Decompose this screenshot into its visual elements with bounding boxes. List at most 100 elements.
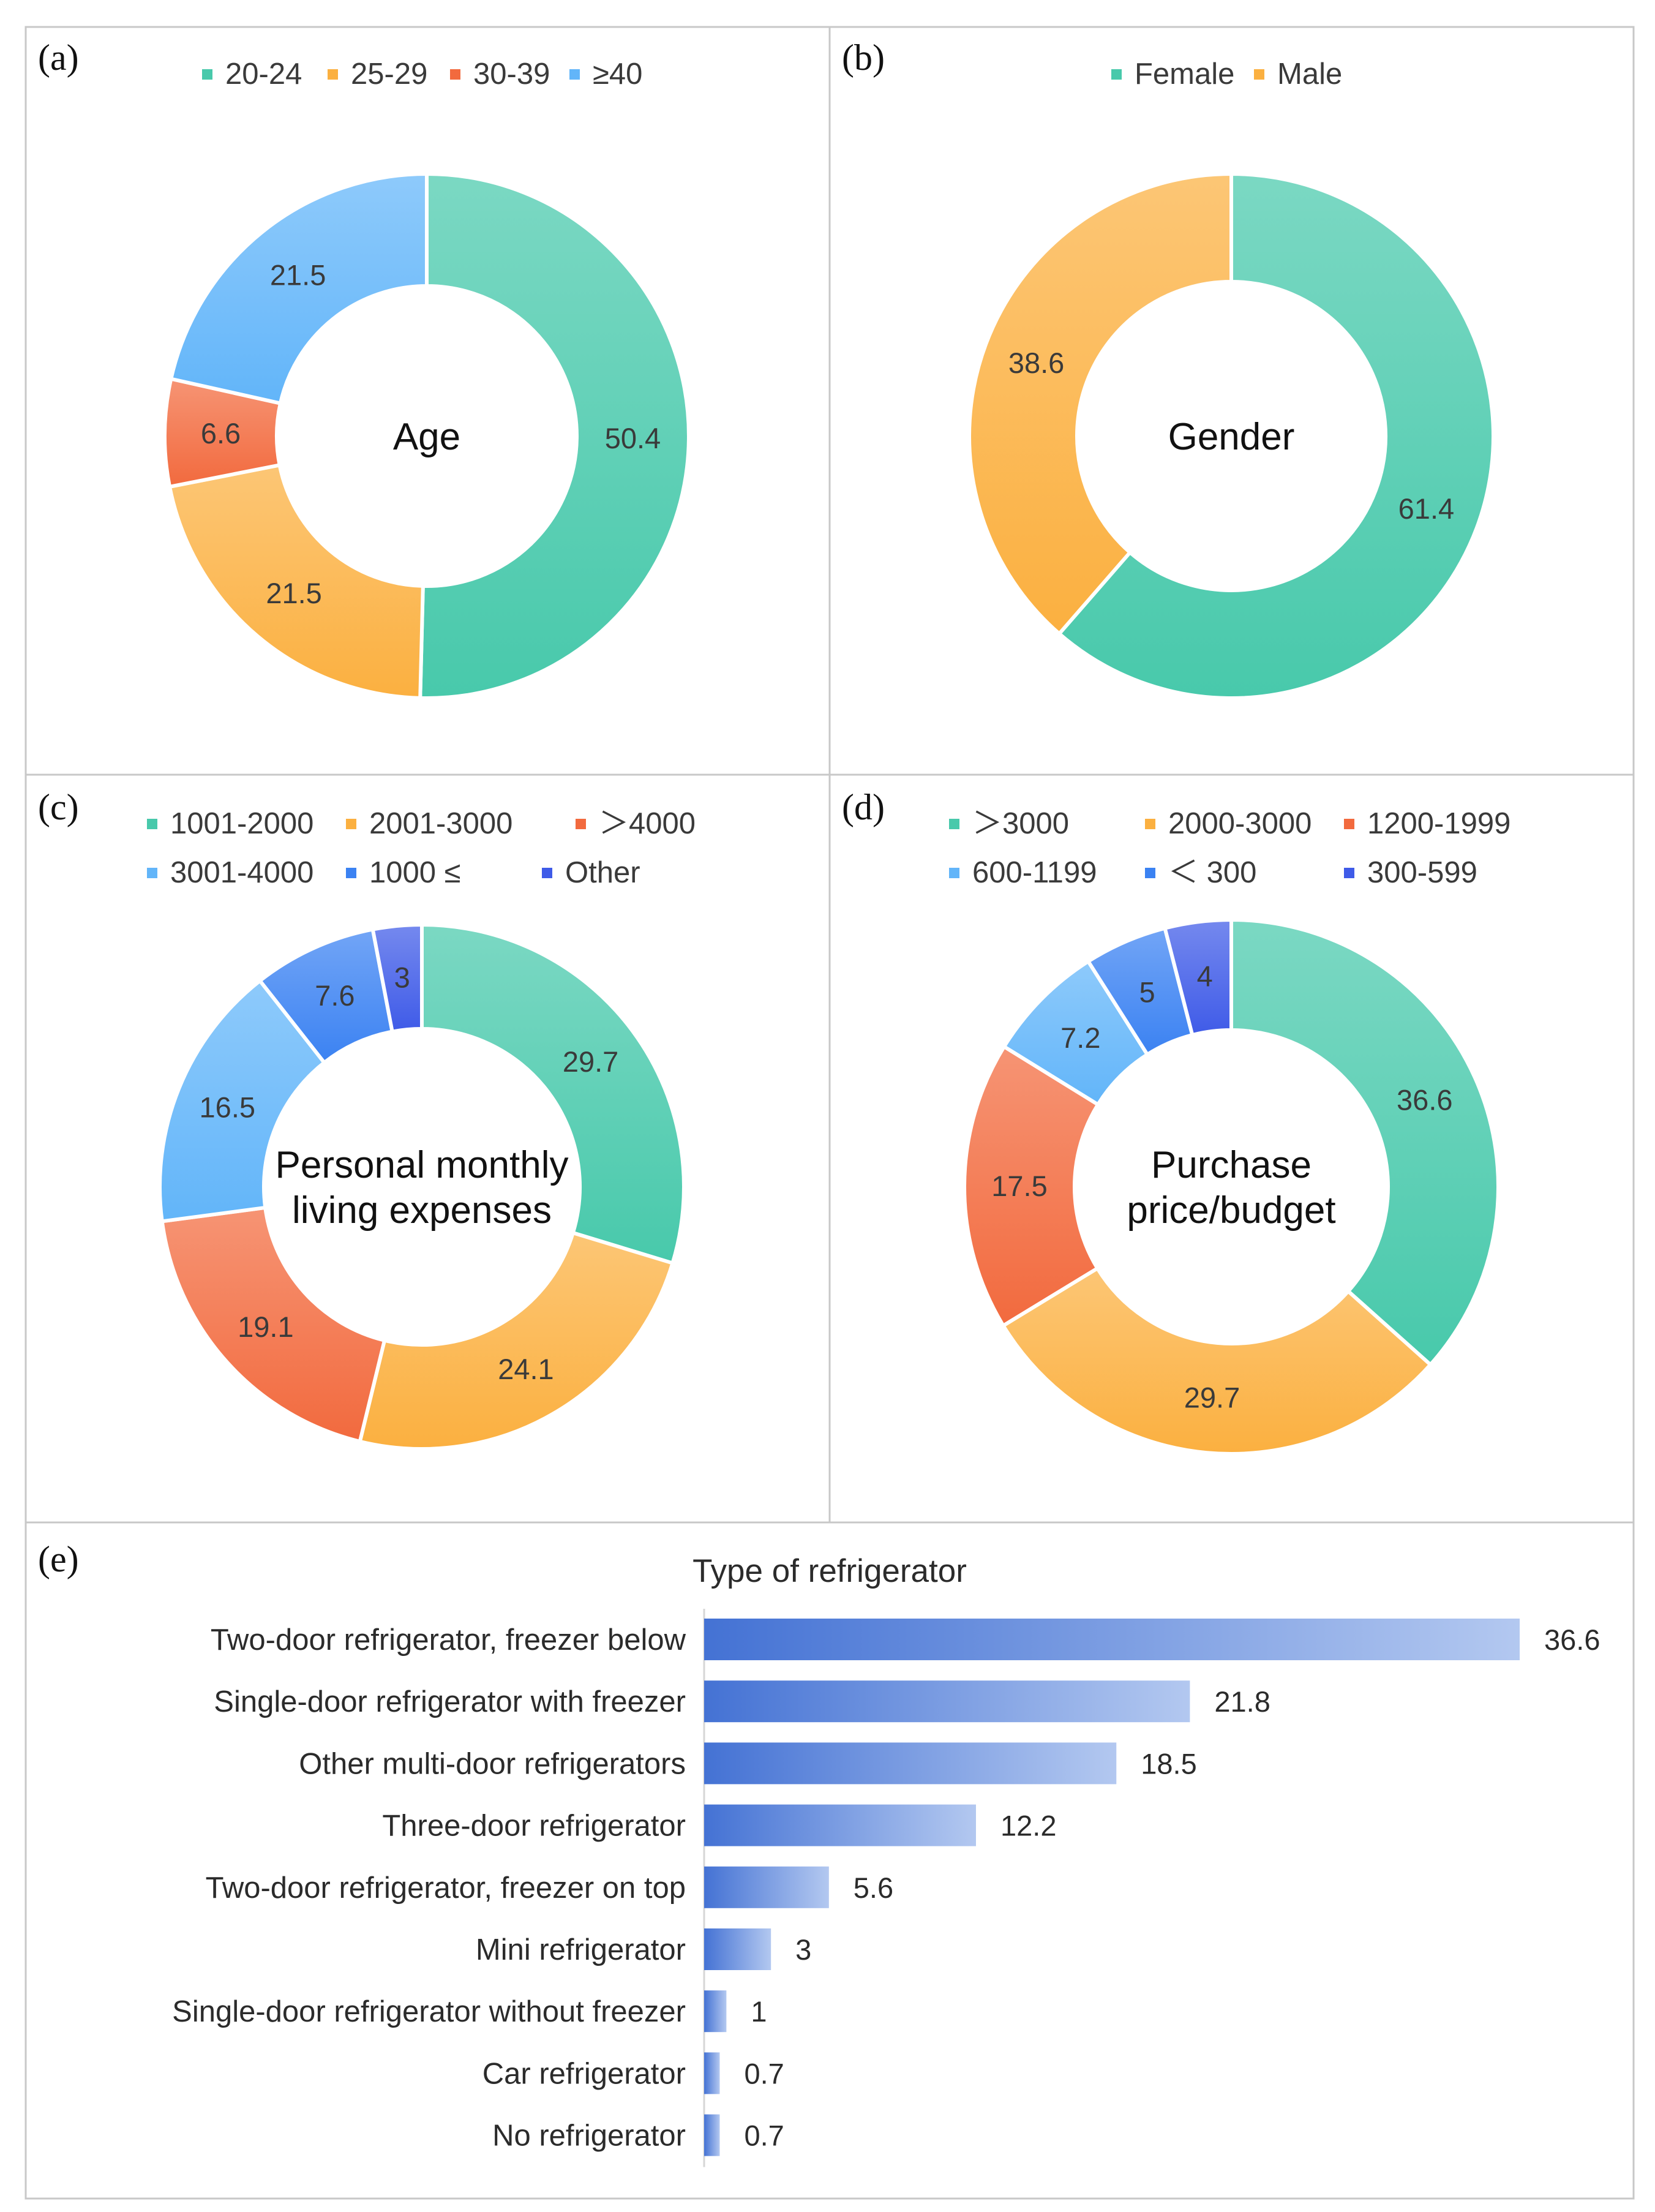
legend-item-personal-monthly-living-expenses-5: 1000 ≤ [346, 856, 461, 889]
slice-value-label: 17.5 [991, 1170, 1047, 1202]
donut-slice-personal-monthly-living-expenses-6 [370, 923, 424, 1034]
legend-item-purchase-price-budget-6: 300-599 [1344, 856, 1477, 889]
legend-item-gender-2: Male [1254, 58, 1342, 91]
legend-swatch [202, 69, 212, 80]
panel-tags: (a) (b) (c) (d) (e) [38, 37, 885, 1579]
bar-value-label: 1 [751, 1995, 767, 2028]
donut-slice-gender-1 [1057, 172, 1495, 700]
legend-swatch [1254, 69, 1264, 80]
slice-value-label: 21.5 [266, 577, 321, 609]
legend-swatch [328, 69, 338, 80]
panel-tag-a: (a) [38, 37, 79, 78]
legend-swatch [1111, 69, 1122, 80]
slice-value-label: 36.6 [1397, 1084, 1452, 1116]
donut-slice-purchase-price-budget-3 [963, 1045, 1100, 1328]
donut-center-label: Gender [1168, 416, 1295, 458]
donut-center-label: Age [393, 416, 460, 458]
panel-frames [24, 26, 1635, 2200]
donut-slice-age-2 [168, 463, 425, 700]
legend-item-age-3: 30-39 [450, 58, 550, 91]
legend-swatch [1145, 868, 1155, 878]
legend-swatch [147, 868, 157, 878]
donut-slice-purchase-price-budget-6 [1163, 918, 1233, 1037]
bar-value-label: 18.5 [1141, 1747, 1196, 1780]
legend-item-purchase-price-budget-2: 2000-3000 [1145, 807, 1312, 840]
legend-swatch [1344, 819, 1354, 829]
legend-item-personal-monthly-living-expenses-6: Other [542, 856, 640, 889]
bar-value-label: 5.6 [854, 1872, 893, 1904]
legend-label: 1001-2000 [170, 807, 313, 840]
legend-swatch [147, 819, 157, 829]
legend-item-personal-monthly-living-expenses-4: 3001-4000 [147, 856, 313, 889]
bar-value-label: 12.2 [1000, 1810, 1056, 1842]
legend-label: 300-599 [1367, 856, 1477, 889]
bar-category-label: No refrigerator [492, 2120, 686, 2153]
bar-value-label: 36.6 [1544, 1623, 1600, 1656]
bar-category-label: Single-door refrigerator without freezer [172, 1995, 686, 2028]
legend-swatch [346, 868, 356, 878]
slice-value-label: 4 [1197, 960, 1213, 993]
donut-center-label: price/budget [1127, 1189, 1335, 1232]
panel-tag-e: (e) [38, 1539, 79, 1579]
bar-two-door-refrigerator-freezer-below [704, 1619, 1520, 1660]
panel-a-age-donut: 20-24 25-29 30-39 ≥40 50.4 21.5 6.6 21.5 Age [163, 58, 691, 700]
legend-item-purchase-price-budget-4: 600-1199 [949, 856, 1097, 889]
slice-value-label: 19.1 [238, 1311, 293, 1343]
legend-item-age-1: 20-24 [202, 58, 302, 91]
donut-slice-personal-monthly-living-expenses-1 [420, 923, 686, 1265]
slice-value-label: 29.7 [1184, 1382, 1240, 1414]
slice-value-label: 16.5 [200, 1091, 255, 1124]
legend-label: 1000 ≤ [369, 856, 461, 889]
donut-slice-personal-monthly-living-expenses-3 [160, 1205, 386, 1443]
bar-mini-refrigerator [704, 1928, 771, 1970]
bar-value-label: 0.7 [744, 2057, 784, 2090]
legend-label: 3001-4000 [170, 856, 313, 889]
legend-swatch [346, 819, 356, 829]
legend-label: 600-1199 [972, 856, 1097, 889]
legend-label: 2000-3000 [1168, 807, 1312, 840]
legend-label: 25-29 [351, 58, 427, 91]
slice-value-label: 7.2 [1060, 1021, 1100, 1054]
legend-swatch [1344, 868, 1354, 878]
slice-value-label: 29.7 [563, 1045, 618, 1078]
legend-swatch [949, 819, 959, 829]
slice-value-label: 21.5 [270, 258, 326, 291]
bar-category-label: Mini refrigerator [476, 1933, 686, 1966]
bar-car-refrigerator [704, 2052, 720, 2094]
donut-slice-purchase-price-budget-2 [1001, 1266, 1433, 1456]
legend-item-personal-monthly-living-expenses-1: 1001-2000 [147, 807, 313, 840]
legend-item-purchase-price-budget-1: ＞3000 [949, 807, 1069, 840]
bar-two-door-refrigerator-freezer-on-top [704, 1866, 829, 1908]
bar-chart-title: Type of refrigerator [692, 1553, 967, 1589]
legend-item-purchase-price-budget-5: ＜ 300 [1145, 856, 1256, 889]
panel-b-gender-donut: Female Male 61.4 38.6 Gender [967, 58, 1495, 700]
legend-item-purchase-price-budget-3: 1200-1999 [1344, 807, 1511, 840]
bar-single-door-refrigerator-without-freezer [704, 1990, 727, 2033]
panel-d-budget-donut: ＞3000 2000-3000 1200-1999 600-1199 ＜ 300 300-… [949, 807, 1511, 1456]
legend-swatch [450, 69, 460, 80]
donut-slice-age-1 [418, 172, 691, 700]
legend-item-personal-monthly-living-expenses-3: ＞4000 [576, 807, 696, 840]
panel-tag-b: (b) [842, 37, 885, 78]
donut-center-label: Personal monthly [275, 1144, 568, 1186]
legend-swatch [542, 868, 552, 878]
bar-value-label: 0.7 [744, 2120, 784, 2152]
legend-label: ＞3000 [972, 807, 1069, 840]
panel-tag-c: (c) [38, 787, 79, 827]
panel-c-expenses-donut: 1001-2000 2001-3000 ＞4000 3001-4000 1000 ≤ Ot… [147, 807, 696, 1451]
bar-single-door-refrigerator-with-freezer [704, 1680, 1190, 1723]
bar-value-label: 21.8 [1214, 1685, 1270, 1718]
legend-label: ＜ 300 [1168, 856, 1256, 889]
panel-tag-d: (d) [842, 787, 885, 827]
bar-category-label: Other multi-door refrigerators [299, 1747, 686, 1780]
legend-label: ≥40 [593, 58, 642, 91]
slice-value-label: 5 [1139, 976, 1155, 1008]
slice-value-label: 6.6 [201, 417, 241, 450]
bar-category-label: Three-door refrigerator [382, 1810, 686, 1843]
legend-label: 30-39 [473, 58, 550, 91]
legend-swatch [1145, 819, 1155, 829]
legend-label: Female [1135, 58, 1234, 91]
bar-no-refrigerator [704, 2114, 720, 2156]
